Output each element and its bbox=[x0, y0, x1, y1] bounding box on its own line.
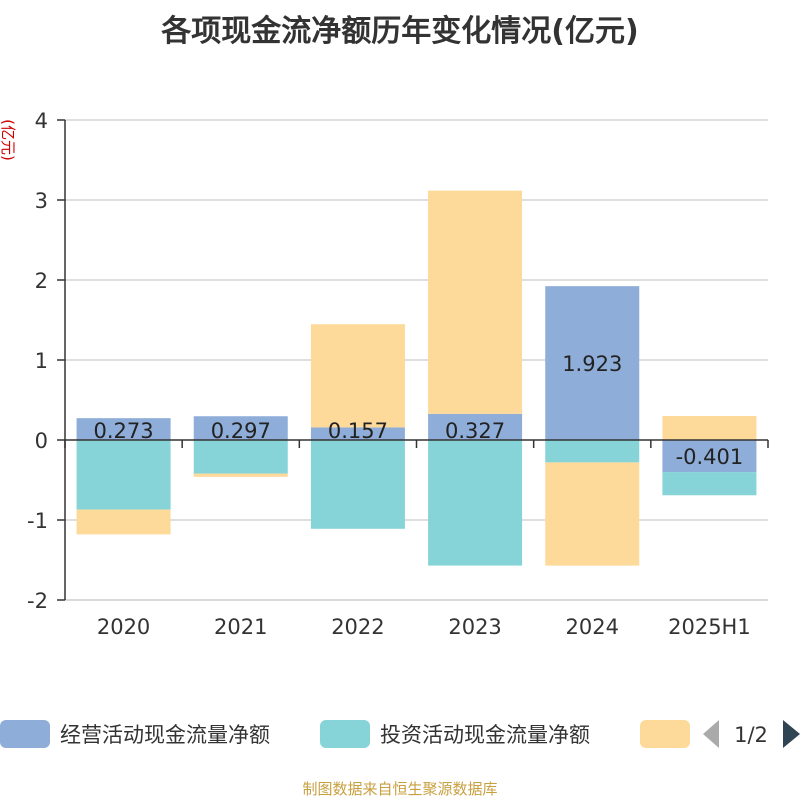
bar-segment-s2-2025H1 bbox=[662, 416, 757, 440]
legend-swatch-0[interactable] bbox=[0, 720, 50, 748]
data-label-2025H1: -0.401 bbox=[676, 445, 744, 469]
y-tick-label: 1 bbox=[35, 349, 48, 373]
bar-segment-s1-2025H1 bbox=[662, 472, 757, 496]
data-label-2023: 0.327 bbox=[445, 419, 505, 443]
bar-segment-s1-2023 bbox=[428, 440, 523, 566]
x-tick-label: 2021 bbox=[214, 615, 267, 639]
y-tick-label: 4 bbox=[35, 109, 48, 133]
bar-segment-s2-2022 bbox=[310, 324, 405, 428]
x-tick-label: 2020 bbox=[97, 615, 150, 639]
legend-next-page-icon[interactable] bbox=[783, 720, 800, 748]
data-source-note: 制图数据来自恒生聚源数据库 bbox=[302, 780, 498, 798]
bar-segment-s0-2023 bbox=[428, 413, 523, 440]
data-label-2021: 0.297 bbox=[211, 419, 271, 443]
x-tick-label: 2022 bbox=[331, 615, 384, 639]
y-tick-label: -2 bbox=[27, 589, 48, 613]
data-label-2020: 0.273 bbox=[94, 419, 154, 443]
bars bbox=[76, 190, 757, 566]
bar-segment-s1-2024 bbox=[545, 440, 640, 463]
data-labels: 0.273 0.297 0.157 0.327 1.923 -0.401 bbox=[94, 352, 744, 469]
y-tick-label: 0 bbox=[35, 429, 48, 453]
bar-segment-s0-2022 bbox=[310, 427, 405, 440]
grid-lines bbox=[65, 119, 768, 601]
bar-segment-s0-2021 bbox=[193, 416, 288, 440]
y-tick-label: -1 bbox=[27, 509, 48, 533]
bar-segment-s2-2021 bbox=[193, 473, 288, 477]
bar-segment-s1-2022 bbox=[310, 440, 405, 529]
bar-segment-s0-2025H1 bbox=[662, 440, 757, 473]
bar-segment-s2-2020 bbox=[76, 509, 171, 535]
bar-segment-s2-2023 bbox=[428, 190, 523, 414]
legend-label-0[interactable]: 经营活动现金流量净额 bbox=[60, 723, 270, 747]
y-tick-label: 2 bbox=[35, 269, 48, 293]
y-axis-label: (亿元) bbox=[0, 119, 17, 161]
bar-segment-s1-2020 bbox=[76, 440, 171, 510]
legend-prev-page-icon[interactable] bbox=[703, 720, 719, 748]
legend-page-indicator: 1/2 bbox=[734, 723, 768, 747]
legend-swatch-1[interactable] bbox=[320, 720, 370, 748]
chart-title: 各项现金流净额历年变化情况(亿元) bbox=[161, 14, 639, 49]
data-label-2024: 1.923 bbox=[562, 352, 622, 376]
legend: 经营活动现金流量净额 投资活动现金流量净额 1/2 bbox=[0, 720, 800, 748]
bar-segment-s2-2024 bbox=[545, 462, 640, 566]
bar-segment-s1-2021 bbox=[193, 440, 288, 474]
x-tick-label: 2025H1 bbox=[668, 615, 751, 639]
data-label-2022: 0.157 bbox=[328, 419, 388, 443]
axes: -2 -1 0 1 2 3 4 2020 2021 2022 2023 2024 2025H1 bbox=[27, 109, 769, 639]
legend-label-1[interactable]: 投资活动现金流量净额 bbox=[380, 723, 590, 747]
x-tick-label: 2024 bbox=[566, 615, 619, 639]
bar-segment-s0-2024 bbox=[545, 286, 640, 440]
x-tick-label: 2023 bbox=[448, 615, 501, 639]
y-tick-label: 3 bbox=[35, 189, 48, 213]
legend-swatch-2[interactable] bbox=[640, 720, 690, 748]
bar-segment-s0-2020 bbox=[76, 418, 171, 440]
